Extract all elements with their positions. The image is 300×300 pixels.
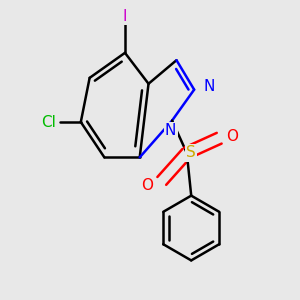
Text: N: N: [203, 79, 214, 94]
Text: Cl: Cl: [41, 115, 56, 130]
Text: N: N: [165, 123, 176, 138]
Text: O: O: [226, 129, 238, 144]
Text: S: S: [186, 146, 196, 160]
Text: O: O: [141, 178, 153, 193]
Text: I: I: [123, 8, 127, 23]
